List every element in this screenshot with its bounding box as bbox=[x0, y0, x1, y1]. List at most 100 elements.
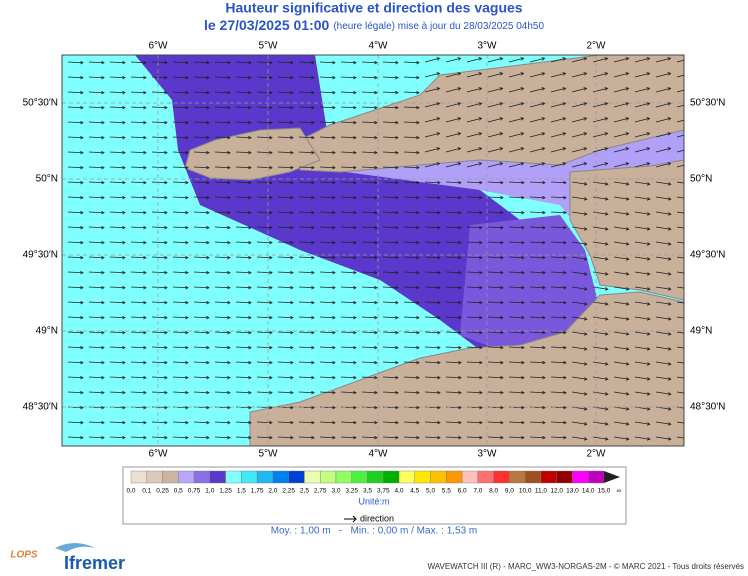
wave-arrow bbox=[634, 316, 650, 320]
wave-arrow-head bbox=[689, 377, 692, 380]
wave-arrow-head bbox=[646, 212, 651, 216]
wave-arrow-head bbox=[583, 407, 588, 411]
wave-arrow-head bbox=[667, 317, 672, 321]
wave-arrow bbox=[151, 256, 168, 259]
wave-arrow-head bbox=[542, 330, 546, 335]
wave-arrow-head bbox=[80, 105, 84, 110]
wave-arrow bbox=[550, 271, 567, 274]
wave-arrow bbox=[214, 256, 231, 259]
wave-arrow-head bbox=[542, 360, 546, 365]
wave-arrow bbox=[277, 301, 294, 304]
wave-arrow bbox=[88, 376, 105, 379]
wave-arrow bbox=[487, 102, 503, 108]
wave-arrow bbox=[319, 286, 336, 289]
wave-arrow-head bbox=[646, 147, 651, 151]
wave-arrow-head bbox=[583, 57, 588, 61]
wave-arrow-head bbox=[542, 405, 546, 410]
wave-arrow bbox=[235, 241, 252, 244]
wave-arrow-head bbox=[583, 377, 588, 381]
wave-arrow-head bbox=[311, 300, 315, 305]
wave-arrow-head bbox=[479, 435, 483, 440]
wave-arrow-head bbox=[311, 165, 315, 170]
wave-arrow bbox=[277, 76, 294, 79]
wave-arrow-head bbox=[80, 300, 84, 305]
wave-arrow-head bbox=[185, 420, 189, 425]
wave-arrow-head bbox=[646, 317, 651, 321]
wave-arrow-head bbox=[353, 120, 357, 125]
wave-arrow-head bbox=[436, 87, 441, 91]
wave-arrow-head bbox=[457, 132, 462, 136]
wave-arrow-head bbox=[227, 300, 231, 305]
wave-arrow-head bbox=[416, 345, 420, 350]
wave-arrow bbox=[571, 226, 587, 230]
wave-arrow bbox=[550, 301, 567, 304]
wave-arrow bbox=[340, 346, 357, 349]
wave-arrow bbox=[445, 57, 461, 63]
colorbar-label: 14,0 bbox=[582, 488, 595, 495]
wave-arrow-head bbox=[583, 257, 588, 261]
wave-arrow-head bbox=[583, 227, 588, 231]
wave-arrow-head bbox=[416, 435, 420, 440]
colorbar-label: 9,0 bbox=[505, 488, 514, 495]
wave-arrow bbox=[235, 76, 252, 79]
wave-arrow bbox=[298, 91, 315, 94]
wave-arrow bbox=[403, 76, 420, 79]
wave-arrow-head bbox=[227, 375, 231, 380]
wave-arrow bbox=[592, 181, 608, 185]
wave-arrow bbox=[613, 147, 629, 153]
wave-arrow-head bbox=[478, 72, 483, 76]
wave-arrow bbox=[256, 211, 273, 214]
wave-arrow-head bbox=[562, 72, 567, 76]
wave-arrow-head bbox=[437, 375, 441, 380]
wave-arrow-head bbox=[667, 437, 672, 441]
wave-arrow-head bbox=[101, 330, 105, 335]
lat-label-left: 48°30'N bbox=[23, 402, 58, 413]
wave-arrow-head bbox=[206, 90, 210, 95]
wave-arrow-head bbox=[667, 422, 672, 426]
wave-arrow bbox=[109, 121, 126, 124]
color-swatch bbox=[446, 470, 463, 484]
wave-arrow-head bbox=[311, 435, 315, 440]
wave-arrow-head bbox=[604, 302, 609, 306]
wave-arrow-head bbox=[604, 212, 609, 216]
wave-arrow-head bbox=[521, 180, 525, 185]
wave-arrow bbox=[676, 331, 684, 334]
wave-arrow bbox=[193, 436, 210, 439]
wave-arrow bbox=[235, 181, 252, 184]
wave-arrow-head bbox=[290, 390, 294, 395]
wave-arrow-head bbox=[395, 225, 399, 230]
wave-arrow bbox=[151, 286, 168, 289]
wave-arrow bbox=[361, 331, 378, 334]
wave-arrow-head bbox=[206, 105, 210, 110]
wave-arrow bbox=[634, 301, 650, 305]
wave-arrow-head bbox=[227, 90, 231, 95]
wave-arrow-head bbox=[164, 360, 168, 365]
wave-arrow-head bbox=[646, 332, 651, 336]
wave-arrow-head bbox=[122, 285, 126, 290]
lat-label-right: 48°30'N bbox=[690, 402, 725, 413]
wave-arrow-head bbox=[311, 210, 315, 215]
wave-arrow-head bbox=[164, 165, 168, 170]
wave-arrow bbox=[277, 61, 294, 64]
wave-arrow-head bbox=[227, 330, 231, 335]
wave-arrow-head bbox=[604, 117, 609, 121]
wave-arrow-head bbox=[395, 270, 399, 275]
wave-arrow bbox=[487, 72, 503, 78]
wave-arrow bbox=[655, 346, 671, 350]
wave-arrow bbox=[550, 117, 566, 123]
wave-arrow-head bbox=[374, 120, 378, 125]
wave-arrow bbox=[571, 301, 587, 305]
lon-label-top: 5°W bbox=[259, 41, 279, 52]
wave-arrow bbox=[676, 181, 684, 184]
wave-arrow bbox=[151, 241, 168, 244]
wave-arrow bbox=[529, 391, 546, 394]
wave-arrow bbox=[466, 421, 483, 424]
wave-arrow bbox=[445, 391, 462, 394]
wave-arrow-head bbox=[374, 90, 378, 95]
wave-arrow bbox=[424, 421, 441, 424]
map-labels: 6°W6°W5°W5°W4°W4°W3°W3°W2°W2°W50°30'N 50°… bbox=[23, 41, 726, 460]
wave-arrow-head bbox=[395, 135, 399, 140]
wave-arrow bbox=[592, 391, 608, 395]
wave-arrow bbox=[193, 136, 210, 139]
wave-arrow-head bbox=[436, 117, 441, 121]
